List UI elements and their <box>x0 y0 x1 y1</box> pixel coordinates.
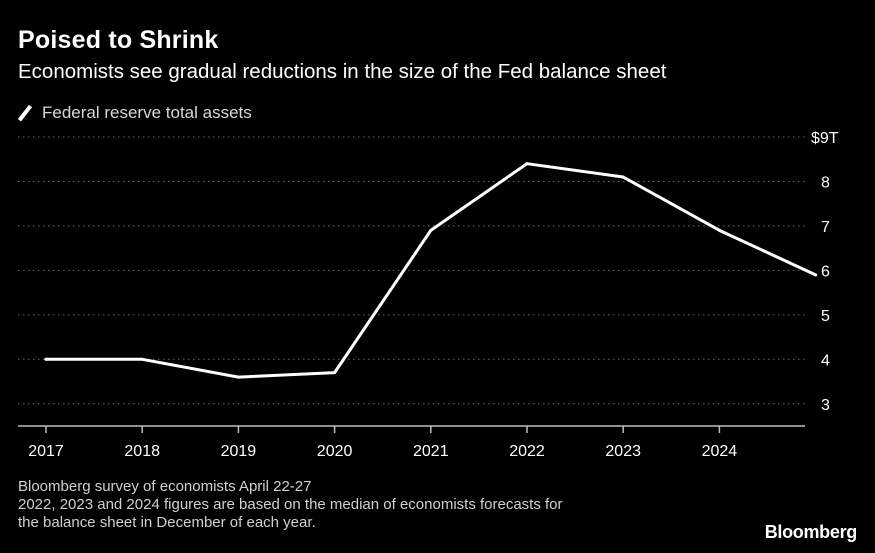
x-tick-label: 2021 <box>413 443 449 460</box>
footnote-source: Bloomberg survey of economists April 22-… <box>18 478 312 495</box>
chart-subtitle: Economists see gradual reductions in the… <box>18 60 667 83</box>
y-axis-labels: 3 4 5 6 7 8 $9T <box>811 130 839 414</box>
series-layer <box>44 162 818 379</box>
x-tick-label: 2018 <box>124 443 160 460</box>
x-axis-labels: 2017 2018 2019 2020 2021 2022 2023 2024 <box>28 426 737 460</box>
data-point-2025 <box>814 273 818 277</box>
y-tick-label: 4 <box>821 352 830 369</box>
data-point-2017 <box>44 357 48 361</box>
data-point-2024 <box>717 228 721 232</box>
legend-line-swatch <box>18 106 32 120</box>
series-line-federal-reserve-total-assets <box>44 162 818 379</box>
data-point-2019 <box>236 375 240 379</box>
y-tick-label: 3 <box>821 397 830 414</box>
data-point-2018 <box>140 357 144 361</box>
footnote-note-line1: 2022, 2023 and 2024 figures are based on… <box>18 496 563 513</box>
grid-layer <box>18 136 805 427</box>
y-tick-label: 5 <box>821 308 830 325</box>
data-point-2022 <box>525 162 529 166</box>
x-tick-label: 2019 <box>221 443 257 460</box>
footnote: Bloomberg survey of economists April 22-… <box>18 478 563 532</box>
x-tick-label: 2020 <box>317 443 353 460</box>
data-point-2020 <box>333 371 337 375</box>
bloomberg-logo: Bloomberg <box>764 522 858 542</box>
data-point-2023 <box>621 175 625 179</box>
chart-title: Poised to Shrink <box>18 26 219 54</box>
x-tick-label: 2017 <box>28 443 64 460</box>
x-tick-label: 2023 <box>605 443 641 460</box>
y-tick-label: 8 <box>821 174 830 191</box>
y-tick-label: 6 <box>821 263 830 280</box>
legend: Federal reserve total assets <box>18 102 252 124</box>
x-tick-label: 2022 <box>509 443 545 460</box>
y-tick-label: 7 <box>821 219 830 236</box>
footnote-note-line2: the balance sheet in December of each ye… <box>18 514 316 531</box>
legend-label: Federal reserve total assets <box>42 103 252 122</box>
y-tick-label: $9T <box>811 130 839 147</box>
x-tick-label: 2024 <box>702 443 738 460</box>
data-point-2021 <box>429 228 433 232</box>
